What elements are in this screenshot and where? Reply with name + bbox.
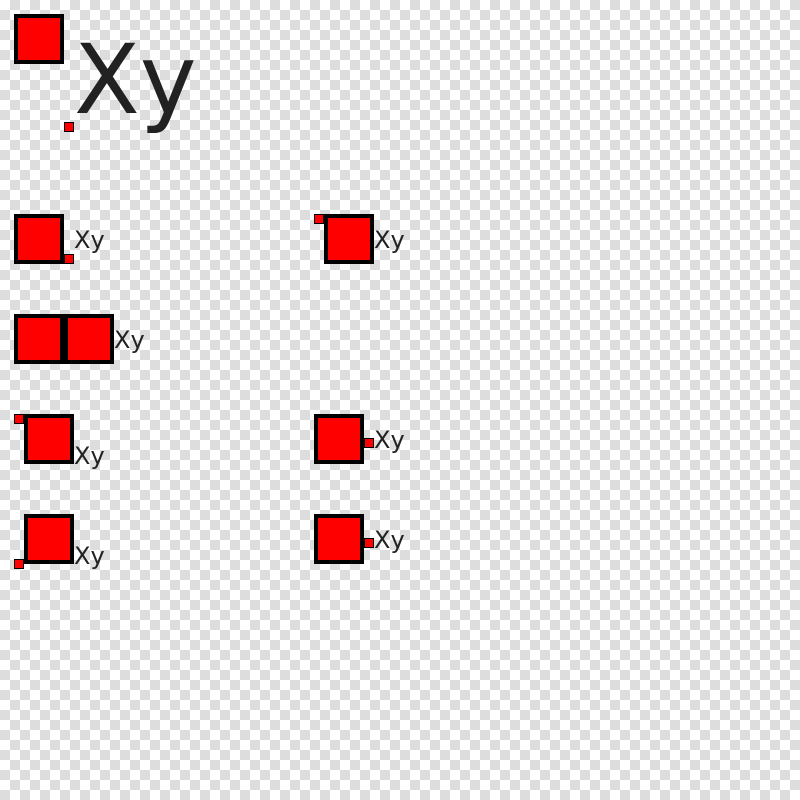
large-text: Xy [74, 24, 197, 136]
anchor-marker [14, 559, 24, 569]
square [14, 214, 64, 264]
label-text: Xy [374, 426, 405, 454]
label-text: Xy [74, 542, 105, 570]
square [314, 514, 364, 564]
anchor-marker [364, 438, 374, 448]
label-text: Xy [374, 226, 405, 254]
square [64, 314, 114, 364]
square [314, 414, 364, 464]
square [24, 414, 74, 464]
anchor-marker [64, 122, 74, 132]
anchor-marker [314, 214, 324, 224]
label-text: Xy [74, 442, 105, 470]
large-square [14, 14, 64, 64]
anchor-marker [14, 414, 24, 424]
square [14, 314, 64, 364]
square [324, 214, 374, 264]
anchor-marker [364, 538, 374, 548]
label-text: Xy [374, 526, 405, 554]
label-text: Xy [74, 226, 105, 254]
label-text: Xy [114, 326, 145, 354]
square [24, 514, 74, 564]
anchor-marker [64, 254, 74, 264]
